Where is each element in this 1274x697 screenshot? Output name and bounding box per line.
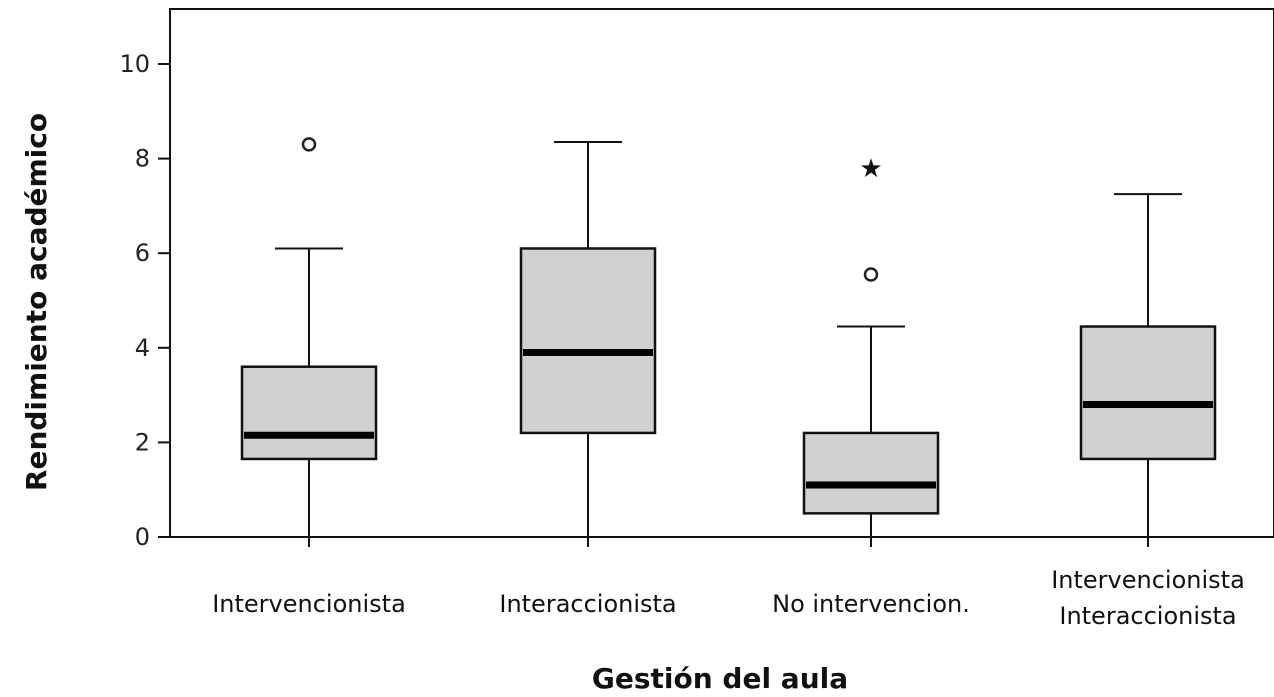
y-tick-label: 4 [135, 334, 150, 362]
box-group [519, 141, 657, 537]
x-axis: Intervencionista Interaccionista No interv… [212, 537, 1245, 630]
x-axis-title: Gestión del aula [592, 662, 848, 695]
box-group: ★ [802, 154, 940, 537]
x-category-label: Interaccionista [1059, 602, 1236, 630]
iqr-box [802, 431, 940, 515]
y-tick-label: 8 [135, 145, 150, 173]
y-tick-label: 10 [119, 50, 150, 78]
outlier-marker [301, 137, 317, 152]
iqr-box [519, 247, 657, 435]
y-axis: 0 2 4 6 8 10 [119, 50, 170, 551]
x-category-label: Intervencionista [1051, 566, 1245, 594]
x-category-label: Intervencionista [212, 590, 406, 618]
box-group [1079, 193, 1217, 537]
x-category-label: No intervencion. [772, 590, 970, 618]
box-group [240, 137, 378, 537]
y-tick-label: 0 [135, 523, 150, 551]
x-category-label: Interaccionista [499, 590, 676, 618]
plot-frame [169, 8, 1274, 538]
y-tick-label: 6 [135, 239, 150, 267]
outlier-marker [863, 267, 879, 282]
y-tick-label: 2 [135, 428, 150, 456]
y-axis-title: Rendimiento académico [20, 113, 53, 491]
iqr-box [240, 365, 378, 461]
boxes: ★ [240, 137, 1217, 537]
iqr-box [1079, 325, 1217, 461]
extreme-outlier-marker: ★ [859, 154, 882, 184]
